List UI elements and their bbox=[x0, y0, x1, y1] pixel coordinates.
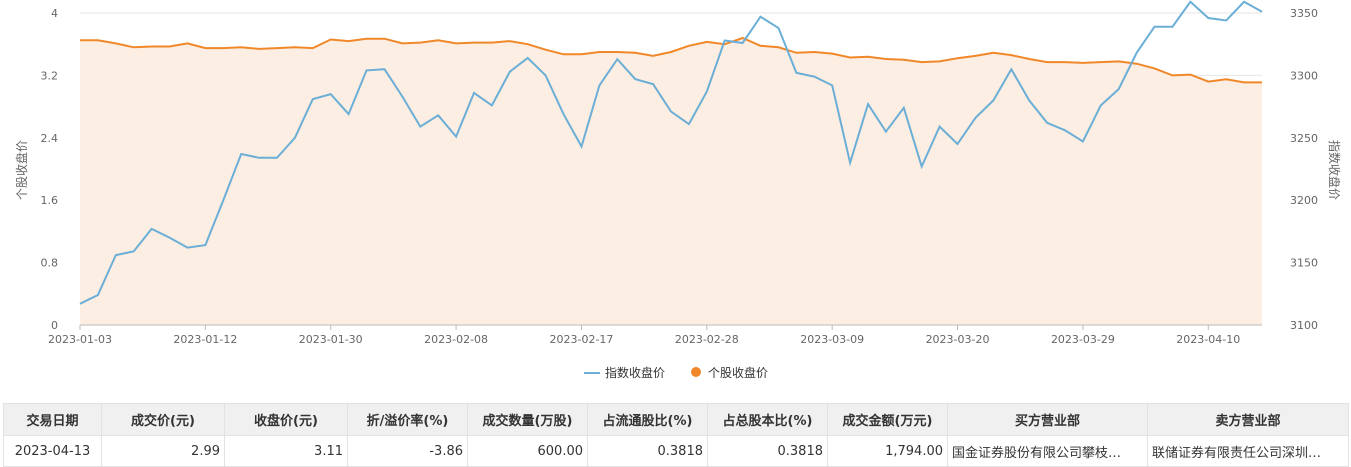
x-tick-label: 2023-03-20 bbox=[926, 333, 990, 346]
axes: 4 3350 3.2 3300 2.4 3250 1.6 3200 0.8 3150 0 3100 20… bbox=[41, 7, 1319, 346]
x-tick-label: 2023-02-17 bbox=[549, 333, 613, 346]
y-right-tick: 3350 bbox=[1290, 7, 1318, 20]
col-premium-rate: 折/溢价率(%) bbox=[347, 403, 468, 436]
legend-stock-label: 个股收盘价 bbox=[708, 365, 768, 380]
legend: 指数收盘价 个股收盘价 bbox=[584, 365, 768, 380]
col-deal-price: 成交价(元) bbox=[101, 403, 225, 436]
col-amount: 成交金额(万元) bbox=[827, 403, 948, 436]
cell-close-price: 3.11 bbox=[224, 435, 348, 467]
stock-close-line bbox=[80, 36, 1262, 84]
y-right-tick: 3250 bbox=[1290, 132, 1318, 145]
chart: 4 3350 3.2 3300 2.4 3250 1.6 3200 0.8 3150 0 3100 20… bbox=[14, 0, 1342, 380]
cell-seller[interactable]: 联储证券有限责任公司深圳… bbox=[1147, 435, 1349, 467]
stock-close-area bbox=[80, 38, 1262, 325]
legend-index-label: 指数收盘价 bbox=[605, 365, 665, 380]
legend-stock-swatch bbox=[691, 367, 701, 377]
block-trade-table: 交易日期 成交价(元) 收盘价(元) 折/溢价率(%) 成交数量(万股) 占流通… bbox=[3, 403, 1349, 467]
y-right-title: 指数收盘价 bbox=[1327, 140, 1342, 200]
y-right-tick: 3150 bbox=[1290, 257, 1318, 270]
y-left-tick: 1.6 bbox=[41, 194, 59, 207]
cell-volume: 600.00 bbox=[467, 435, 588, 467]
x-tick-label: 2023-01-12 bbox=[173, 333, 237, 346]
x-tick-label: 2023-02-08 bbox=[424, 333, 488, 346]
y-right-tick: 3200 bbox=[1290, 194, 1318, 207]
legend-item-index[interactable]: 指数收盘价 bbox=[584, 365, 665, 380]
x-tick-label: 2023-04-10 bbox=[1176, 333, 1240, 346]
y-left-title: 个股收盘价 bbox=[14, 140, 29, 200]
index-close-line bbox=[79, 0, 1263, 305]
x-tick-label: 2023-02-28 bbox=[675, 333, 739, 346]
legend-item-stock[interactable]: 个股收盘价 bbox=[691, 365, 768, 380]
cell-float-ratio: 0.3818 bbox=[587, 435, 708, 467]
y-left-tick: 4 bbox=[51, 7, 58, 20]
x-tick-label: 2023-01-30 bbox=[299, 333, 363, 346]
y-left-tick: 2.4 bbox=[41, 132, 59, 145]
cell-premium-rate: -3.86 bbox=[347, 435, 468, 467]
col-buyer: 买方营业部 bbox=[947, 403, 1148, 436]
cell-total-ratio: 0.3818 bbox=[707, 435, 828, 467]
col-close-price: 收盘价(元) bbox=[224, 403, 348, 436]
cell-trade-date: 2023-04-13 bbox=[3, 435, 102, 467]
cell-amount: 1,794.00 bbox=[827, 435, 948, 467]
y-right-tick: 3100 bbox=[1290, 319, 1318, 332]
y-right-tick: 3300 bbox=[1290, 69, 1318, 82]
x-tick-label: 2023-01-03 bbox=[48, 333, 112, 346]
table-row: 2023-04-13 2.99 3.11 -3.86 600.00 0.3818… bbox=[3, 435, 1349, 467]
col-total-ratio: 占总股本比(%) bbox=[707, 403, 828, 436]
cell-buyer[interactable]: 国金证券股份有限公司攀枝… bbox=[947, 435, 1148, 467]
x-tick-label: 2023-03-09 bbox=[800, 333, 864, 346]
y-left-tick: 0 bbox=[51, 319, 58, 332]
cell-deal-price: 2.99 bbox=[101, 435, 225, 467]
table-header-row: 交易日期 成交价(元) 收盘价(元) 折/溢价率(%) 成交数量(万股) 占流通… bbox=[3, 403, 1349, 436]
col-volume: 成交数量(万股) bbox=[467, 403, 588, 436]
col-seller: 卖方营业部 bbox=[1147, 403, 1349, 436]
col-trade-date: 交易日期 bbox=[3, 403, 102, 436]
x-tick-label: 2023-03-29 bbox=[1051, 333, 1115, 346]
y-left-tick: 3.2 bbox=[41, 69, 59, 82]
col-float-ratio: 占流通股比(%) bbox=[587, 403, 708, 436]
y-left-tick: 0.8 bbox=[41, 257, 59, 270]
